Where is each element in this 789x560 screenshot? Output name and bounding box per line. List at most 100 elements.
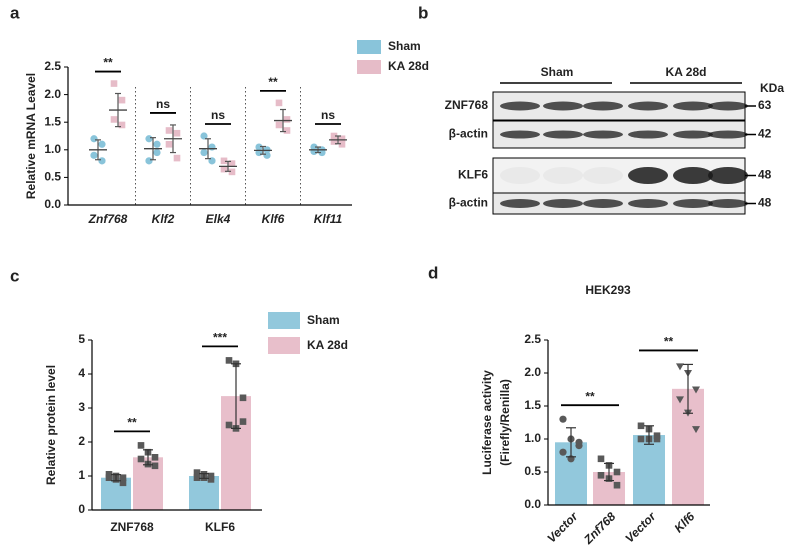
y-tick-label: 1.5 [44, 114, 61, 128]
legend-label: Sham [388, 39, 421, 53]
data-point [255, 143, 263, 151]
data-point [153, 140, 161, 148]
blot-band [500, 199, 540, 208]
data-point [200, 148, 208, 157]
data-point [118, 121, 126, 129]
data-point [220, 157, 228, 165]
panel-label: d [428, 263, 438, 282]
sig-label: ** [268, 75, 278, 89]
blot-row-label: β-actin [449, 196, 488, 210]
data-point [575, 438, 583, 446]
blot-group: KA 28d [666, 65, 707, 79]
data-point [90, 151, 98, 159]
y-tick-label: 2 [78, 434, 85, 448]
legend-swatch [268, 337, 300, 354]
data-point [173, 154, 181, 162]
sig-label: ns [156, 97, 170, 111]
mw-label: 42 [758, 127, 772, 141]
sig-label: ns [321, 108, 335, 122]
data-point [119, 479, 127, 487]
legend-swatch [357, 40, 381, 54]
data-point [330, 132, 338, 140]
blot-band [500, 130, 540, 139]
data-point [208, 143, 216, 151]
data-point [153, 148, 161, 157]
data-point [98, 157, 106, 165]
data-point [653, 435, 661, 443]
data-point [200, 132, 208, 140]
data-point [145, 135, 153, 143]
y-tick-label: 2.0 [44, 87, 61, 101]
blot-band [708, 101, 748, 111]
sig-label: ** [585, 389, 595, 403]
blot-band [543, 101, 583, 111]
data-point [145, 157, 153, 165]
y-tick-label: 2.5 [524, 332, 541, 346]
blot-band [628, 130, 668, 139]
data-point [637, 435, 645, 443]
x-tick-label: ZNF768 [110, 520, 154, 534]
data-point [338, 140, 346, 148]
data-point [90, 135, 98, 143]
x-tick-label: Klf2 [152, 212, 175, 226]
y-axis-label: (Firefly/Renilla) [498, 379, 512, 466]
data-point [275, 99, 283, 107]
data-point [228, 168, 236, 176]
data-point [98, 140, 106, 148]
sig-label: ** [127, 416, 137, 430]
data-point [239, 394, 247, 402]
data-point [692, 386, 700, 394]
y-tick-label: 0.0 [524, 497, 541, 511]
legend-swatch [357, 60, 381, 74]
blot-band [628, 101, 668, 111]
x-tick-label: Znf768 [580, 509, 618, 547]
blot-row-label: β-actin [449, 127, 488, 141]
sig-label: *** [213, 331, 227, 345]
blot-band [583, 130, 623, 139]
blot-band [673, 101, 713, 111]
data-point [676, 363, 684, 371]
data-point [330, 138, 338, 145]
data-point [283, 127, 291, 134]
sig-label: ns [211, 108, 225, 122]
data-point [225, 421, 233, 429]
blot-band [543, 199, 583, 208]
blot-band [583, 199, 623, 208]
y-tick-label: 1.0 [524, 431, 541, 445]
data-point [283, 116, 291, 123]
data-point [105, 471, 113, 478]
data-point [165, 127, 173, 134]
y-tick-label: 2.5 [44, 59, 61, 73]
data-point [597, 455, 605, 463]
blot-band [673, 167, 713, 184]
blot-row-label: ZNF768 [445, 98, 489, 112]
data-point [263, 151, 271, 159]
data-point [207, 472, 215, 480]
data-point [692, 426, 700, 434]
data-point [110, 116, 118, 123]
legend-swatch [268, 312, 300, 329]
data-point [613, 481, 621, 489]
data-point [613, 468, 621, 476]
legend-label: KA 28d [307, 338, 348, 352]
mw-label: 63 [758, 98, 772, 112]
blot-band [673, 130, 713, 139]
y-tick-label: 5 [78, 332, 85, 346]
data-point [239, 418, 247, 425]
y-tick-label: 2.0 [524, 365, 541, 379]
data-point [220, 165, 228, 173]
blot: Sham KA 28d KDa [500, 65, 784, 95]
data-point [597, 472, 605, 479]
blot-group: Sham [541, 65, 574, 79]
blot-band [583, 101, 623, 111]
x-tick-label: Klf11 [314, 212, 343, 226]
data-point [193, 474, 201, 481]
data-point [637, 422, 645, 430]
blot-band [628, 199, 668, 208]
data-point [559, 448, 567, 456]
panel-label: a [10, 3, 20, 22]
mw-label: 48 [758, 196, 772, 210]
y-axis-label: Relative protein level [44, 365, 58, 485]
bar [633, 435, 665, 505]
x-tick-label: KLF6 [205, 520, 235, 534]
